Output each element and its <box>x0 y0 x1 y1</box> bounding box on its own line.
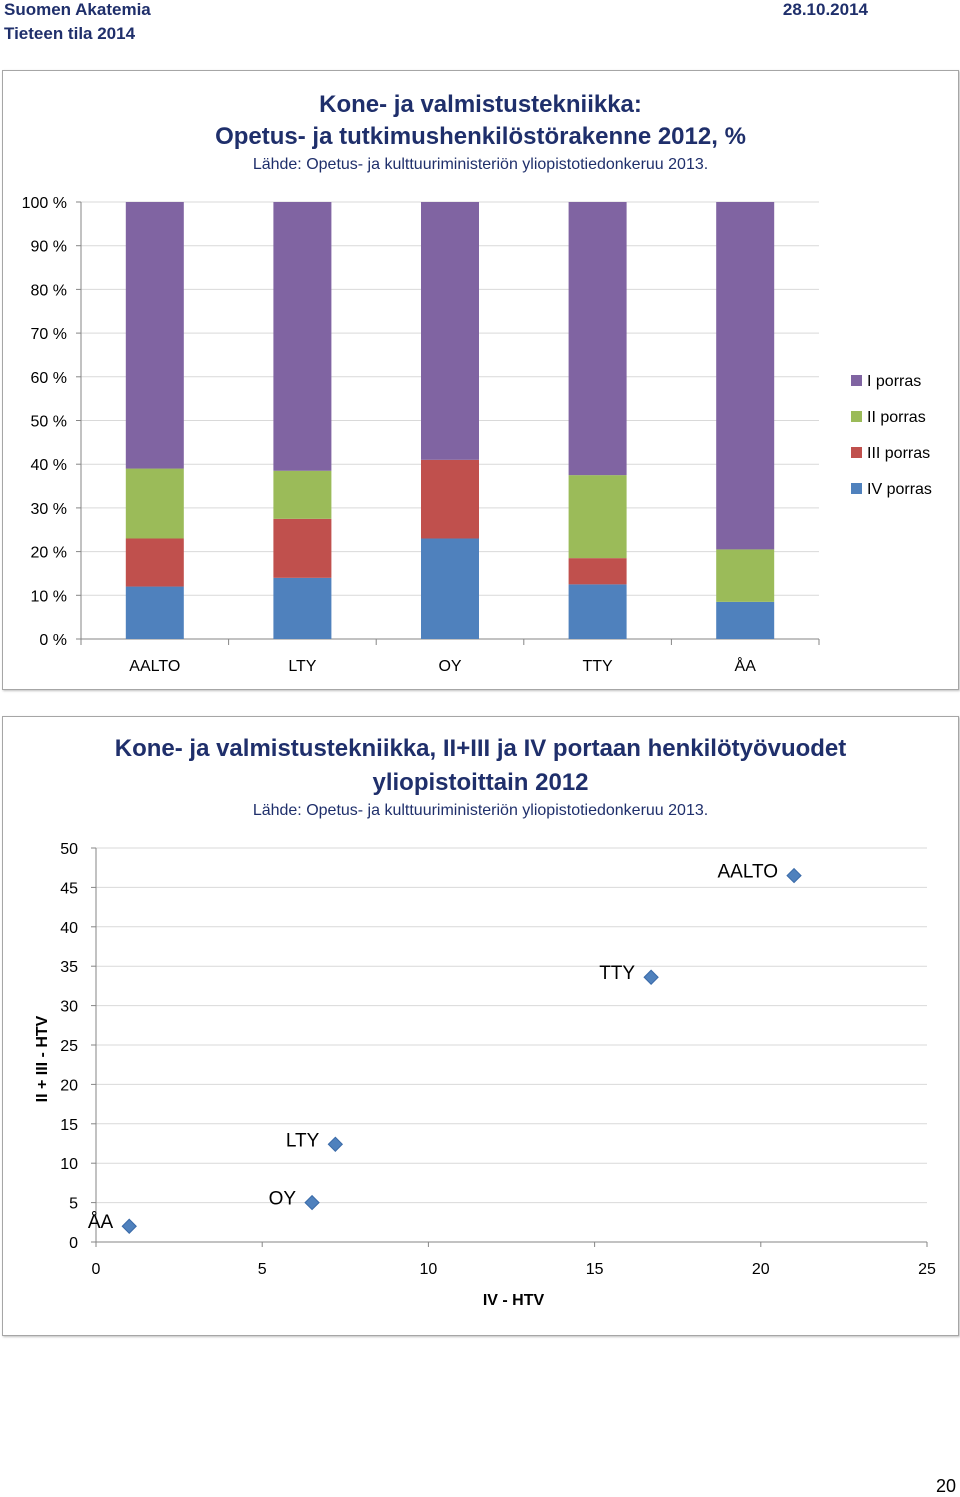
legend-label: I porras <box>867 373 921 390</box>
scatter-ytick-label: 0 <box>69 1235 78 1252</box>
legend-label: II porras <box>867 409 926 426</box>
scatter-xtick-label: 10 <box>420 1261 438 1278</box>
bar-segment <box>125 538 184 587</box>
scatter-ytick-label: 15 <box>60 1117 78 1134</box>
scatter-xtick-label: 15 <box>586 1261 604 1278</box>
bar-category-label: OY <box>438 658 461 675</box>
bar-segment <box>568 202 627 476</box>
scatter-point <box>327 1136 344 1152</box>
bar-category-label: AALTO <box>129 658 180 675</box>
bar-segment <box>421 538 479 639</box>
legend-swatch <box>851 375 862 386</box>
scatter-point-label: AALTO <box>717 862 778 883</box>
scatter-ytick-label: 20 <box>60 1077 78 1094</box>
scatter-ytick-label: 35 <box>60 959 78 976</box>
scatter-y-axis-title: II + III - HTV <box>34 1015 51 1102</box>
header-org: Suomen Akatemia <box>4 0 151 19</box>
bar-segment <box>568 558 627 585</box>
bar-segment <box>125 468 184 539</box>
scatter-ytick-label: 5 <box>69 1196 78 1213</box>
legend-label: IV porras <box>867 481 932 498</box>
bar-ytick-label: 50 % <box>31 414 67 431</box>
scatter-xtick-label: 5 <box>258 1261 267 1278</box>
scatter-point-label: OY <box>269 1189 297 1210</box>
bar-segment <box>125 586 184 639</box>
bar-segment <box>421 459 479 539</box>
scatter-ytick-label: 30 <box>60 999 78 1016</box>
bar-ytick-label: 0 % <box>39 632 67 649</box>
legend-swatch <box>851 411 862 422</box>
bar-ytick-label: 80 % <box>31 282 67 299</box>
legend-swatch <box>851 447 862 458</box>
scatter-chart-panel: Kone- ja valmistustekniikka, II+III ja I… <box>2 716 959 1336</box>
header-date: 28.10.2014 <box>782 0 868 19</box>
scatter-xtick-label: 20 <box>752 1261 770 1278</box>
bar-segment <box>273 518 332 578</box>
legend-label: III porras <box>867 445 930 462</box>
bar-ytick-label: 40 % <box>31 457 67 474</box>
scatter-point <box>786 867 802 884</box>
bar-ytick-label: 100 % <box>22 195 67 212</box>
legend-swatch <box>851 483 862 494</box>
scatter-point-label: ÅA <box>88 1212 114 1233</box>
scatter-point-label: LTY <box>286 1130 320 1151</box>
header-subtitle: Tieteen tila 2014 <box>4 24 136 43</box>
scatter-ytick-label: 45 <box>60 880 78 897</box>
bar-ytick-label: 90 % <box>31 239 67 256</box>
scatter-chart-title-line1: Kone- ja valmistustekniikka, II+III ja I… <box>114 735 847 762</box>
bar-segment <box>273 202 332 471</box>
bar-segment <box>125 202 184 469</box>
bar-chart-title-line1: Kone- ja valmistustekniikka: <box>319 91 642 118</box>
bar-segment <box>716 202 775 550</box>
bar-chart-source: Lähde: Opetus- ja kulttuuriministeriön y… <box>252 156 709 173</box>
scatter-xtick-label: 25 <box>918 1261 936 1278</box>
scatter-ytick-label: 40 <box>60 920 78 937</box>
bar-category-label: TTY <box>582 658 613 675</box>
bar-category-label: ÅA <box>735 656 757 675</box>
scatter-chart-source: Lähde: Opetus- ja kulttuuriministeriön y… <box>252 802 709 819</box>
scatter-xtick-label: 0 <box>92 1261 101 1278</box>
bar-segment <box>716 601 775 639</box>
bar-segment <box>568 584 627 639</box>
bar-ytick-label: 60 % <box>31 370 67 387</box>
page-number: 20 <box>935 1476 956 1496</box>
bar-ytick-label: 10 % <box>31 588 67 605</box>
bar-ytick-label: 70 % <box>31 326 67 343</box>
scatter-ytick-label: 10 <box>60 1156 78 1173</box>
bar-chart-svg: 0 % 10 % 20 % 30 % 40 % 50 % 60 % 70 % 80 % 90 % 1… <box>22 195 932 675</box>
bar-segment <box>273 470 332 519</box>
bar-chart-title-line2: Opetus- ja tutkimushenkilöstörakenne 201… <box>215 123 746 150</box>
scatter-point-label: TTY <box>599 963 635 984</box>
bar-segment <box>421 202 479 460</box>
bar-category-label: LTY <box>288 658 316 675</box>
bar-ytick-label: 20 % <box>31 545 67 562</box>
bar-segment <box>716 549 775 602</box>
scatter-chart-title-line2: yliopistoittain 2012 <box>372 769 589 796</box>
bar-chart-panel: Kone- ja valmistustekniikka: Opetus- ja … <box>2 70 959 690</box>
bar-ytick-label: 30 % <box>31 501 67 518</box>
scatter-x-axis-title: IV - HTV <box>483 1292 545 1309</box>
scatter-ytick-label: 50 <box>60 841 78 858</box>
scatter-ytick-label: 25 <box>60 1038 78 1055</box>
scatter-chart-svg: 0 5 10 15 20 25 30 35 40 45 50 0 5 10 15 20 25 IV - HTV II… <box>34 841 936 1309</box>
bar-segment <box>568 475 627 559</box>
bar-segment <box>273 577 332 639</box>
scatter-point <box>304 1194 320 1211</box>
scatter-point <box>643 969 659 985</box>
scatter-point <box>121 1218 137 1234</box>
